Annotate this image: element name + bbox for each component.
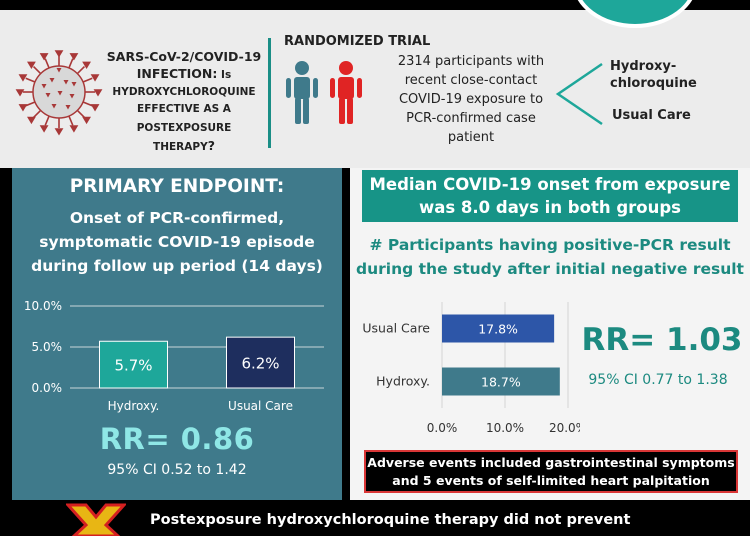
virus-spike-tip (82, 116, 91, 125)
secondary-rr: RR= 1.03 (581, 322, 743, 358)
virus-dot (69, 94, 75, 99)
virus-spike (68, 58, 74, 69)
primary-endpoint-title: PRIMARY ENDPOINT: (69, 176, 285, 197)
virus-spike-tip (27, 116, 36, 125)
virus-spike-tip (39, 125, 49, 133)
bar-value-label: 5.7% (114, 357, 152, 375)
person-red-icon (330, 61, 362, 124)
bar-value-label: 17.8% (478, 322, 518, 337)
virus-dot (41, 84, 47, 89)
virus-spike (25, 101, 36, 107)
trial-label: RANDOMIZED TRIAL (284, 34, 431, 49)
x-tick-label: 10.0% (486, 421, 524, 435)
bar (226, 336, 295, 389)
virus-spike (68, 115, 74, 126)
y-tick-label: 10.0% (24, 299, 62, 313)
y-category-label: Usual Care (362, 321, 430, 336)
question-line-5a: POSTEXPOSURE THERAPY (136, 122, 232, 153)
virus-spike-tip (54, 50, 64, 58)
virus-spike-tip (69, 125, 79, 133)
virus-spike (32, 65, 42, 75)
y-tick-label: 0.0% (32, 381, 63, 395)
virus-spike-tip (69, 53, 79, 61)
bar-value-label: 6.2% (241, 355, 279, 373)
secondary-ci: 95% CI 0.77 to 1.38 (588, 372, 728, 388)
primary-endpoint-chart: 0.0% 5.0% 10.0% 5.7% Hydroxy. 6.2% Usual Care (24, 299, 324, 413)
study-question: SARS-CoV-2/COVID-19 INFECTION: Is HYDROX… (104, 48, 264, 156)
virus-spike-tip (54, 128, 64, 136)
virus-spike-tip (18, 74, 28, 82)
x-tick-label: 0.0% (427, 421, 458, 435)
virus-spike-tip (39, 53, 49, 61)
y-category-label: Hydroxy. (376, 374, 430, 389)
question-line-2a: INFECTION: (136, 66, 218, 81)
virus-dot (49, 78, 55, 83)
arm-usual-care: Usual Care (612, 108, 691, 123)
arm1-line2: chloroquine (610, 76, 697, 91)
bar (99, 340, 168, 389)
branch-arrow-icon (555, 62, 603, 126)
arm-hydroxychloroquine: Hydroxy- chloroquine (610, 58, 697, 92)
bar (442, 314, 555, 343)
virus-dot (56, 68, 62, 73)
virus-dot (51, 104, 57, 109)
virus-spike (44, 58, 50, 69)
primary-endpoint-panel (12, 168, 342, 500)
arm1-line1: Hydroxy- (610, 59, 677, 74)
header-divider (268, 38, 271, 148)
x-mark-icon (66, 503, 126, 536)
primary-rr: RR= 0.86 (99, 422, 255, 456)
x-category-label: Usual Care (228, 399, 293, 413)
virus-dot (65, 105, 71, 110)
virus-spike-tip (93, 89, 103, 97)
median-onset-banner: Median COVID-19 onset from exposure was … (362, 170, 738, 222)
question-line-3: HYDROXYCHLOROQUINE (112, 86, 256, 98)
bar-value-label: 18.7% (481, 375, 521, 390)
virus-dot (45, 93, 51, 98)
virus-spike-tip (18, 104, 28, 112)
adverse-events-box: Adverse events included gastrointestinal… (364, 450, 738, 493)
virus-spike-tip (90, 74, 100, 82)
question-line-1: SARS-CoV-2/COVID-19 (106, 49, 262, 64)
question-line-5b: ? (207, 138, 215, 153)
virus-spike (25, 77, 36, 83)
top-border (0, 0, 750, 10)
virus-dot (63, 80, 69, 85)
conclusion-text: Postexposure hydroxychloroquine therapy … (150, 512, 631, 528)
virus-spike-tip (90, 104, 100, 112)
primary-ci: 95% CI 0.52 to 1.42 (107, 462, 247, 478)
virus-dot (71, 82, 77, 87)
virus-spike (82, 101, 93, 107)
virus-spike (82, 77, 93, 83)
header-band (0, 0, 750, 168)
bar (442, 367, 560, 396)
question-line-2b: Is (217, 69, 232, 81)
virus-spike (44, 115, 50, 126)
virus-dot (57, 91, 63, 96)
virus-spike-tip (27, 61, 36, 69)
participants-icon (286, 61, 362, 124)
x-category-label: Hydroxy. (108, 399, 160, 413)
x-tick-label: 20.0% (549, 421, 580, 435)
primary-endpoint-description: Onset of PCR-confirmed, symptomatic COVI… (31, 209, 323, 275)
question-line-4: EFFECTIVE AS A (137, 103, 231, 115)
virus-spike-tip (82, 61, 91, 69)
pcr-result-chart: 0.0% 10.0% 20.0% 17.8% Usual Care 18.7% Hydrox… (362, 302, 580, 435)
person-teal-icon (286, 61, 318, 124)
virus-spike (76, 109, 86, 119)
virus-spike (76, 65, 86, 75)
y-tick-label: 5.0% (32, 340, 63, 354)
virus-spike (32, 109, 42, 119)
pcr-result-title: # Participants having positive-PCR resul… (356, 236, 744, 278)
virus-spike-tip (15, 89, 25, 97)
virus-icon (15, 50, 103, 136)
participants-text: 2314 participants with recent close-cont… (397, 54, 545, 145)
